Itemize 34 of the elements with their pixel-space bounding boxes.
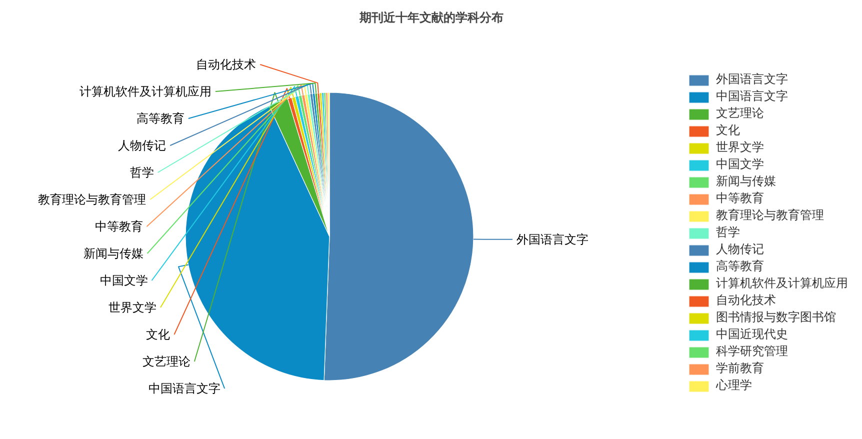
legend-label: 科学研究管理 [716,343,788,360]
slice-label: 新闻与传媒 [83,246,144,260]
slice-label: 高等教育 [136,112,184,126]
legend-label: 计算机软件及计算机应用 [716,275,848,292]
legend-label: 新闻与传媒 [716,173,776,190]
legend-label: 中国近现代史 [716,326,788,343]
slice-label: 文化 [146,328,170,342]
legend-label: 图书情报与数字图书馆 [716,309,836,326]
legend-label: 哲学 [716,224,740,241]
legend-label: 中国语言文字 [716,88,788,105]
slice-label: 教育理论与教育管理 [38,192,146,206]
slice-label: 哲学 [130,166,154,180]
slice-label: 计算机软件及计算机应用 [79,84,212,98]
legend-label: 自动化技术 [716,292,776,309]
legend-label: 外国语言文字 [716,71,788,88]
legend-label: 心理学 [716,377,752,394]
slice-label: 人物传记 [118,138,166,152]
legend-label: 教育理论与教育管理 [716,207,824,224]
chart-title: 期刊近十年文献的学科分布 [358,10,504,24]
slice-label: 世界文学 [108,300,157,314]
slice-label: 外国语言文字 [516,232,588,246]
slice-label: 中等教育 [94,220,143,234]
legend-label: 文化 [716,122,740,139]
legend-label: 文艺理论 [716,105,764,122]
legend-label: 高等教育 [716,258,764,275]
slice-label: 文艺理论 [142,354,190,368]
legend-label: 中国文学 [716,156,764,173]
slice-label: 中国文学 [100,274,148,288]
legend-label: 学前教育 [716,360,764,377]
legend-label: 世界文学 [716,139,764,156]
legend-label: 人物传记 [716,241,764,258]
slice-label: 自动化技术 [196,58,256,72]
slice-label: 中国语言文字 [148,382,221,396]
legend-label: 中等教育 [716,190,764,207]
